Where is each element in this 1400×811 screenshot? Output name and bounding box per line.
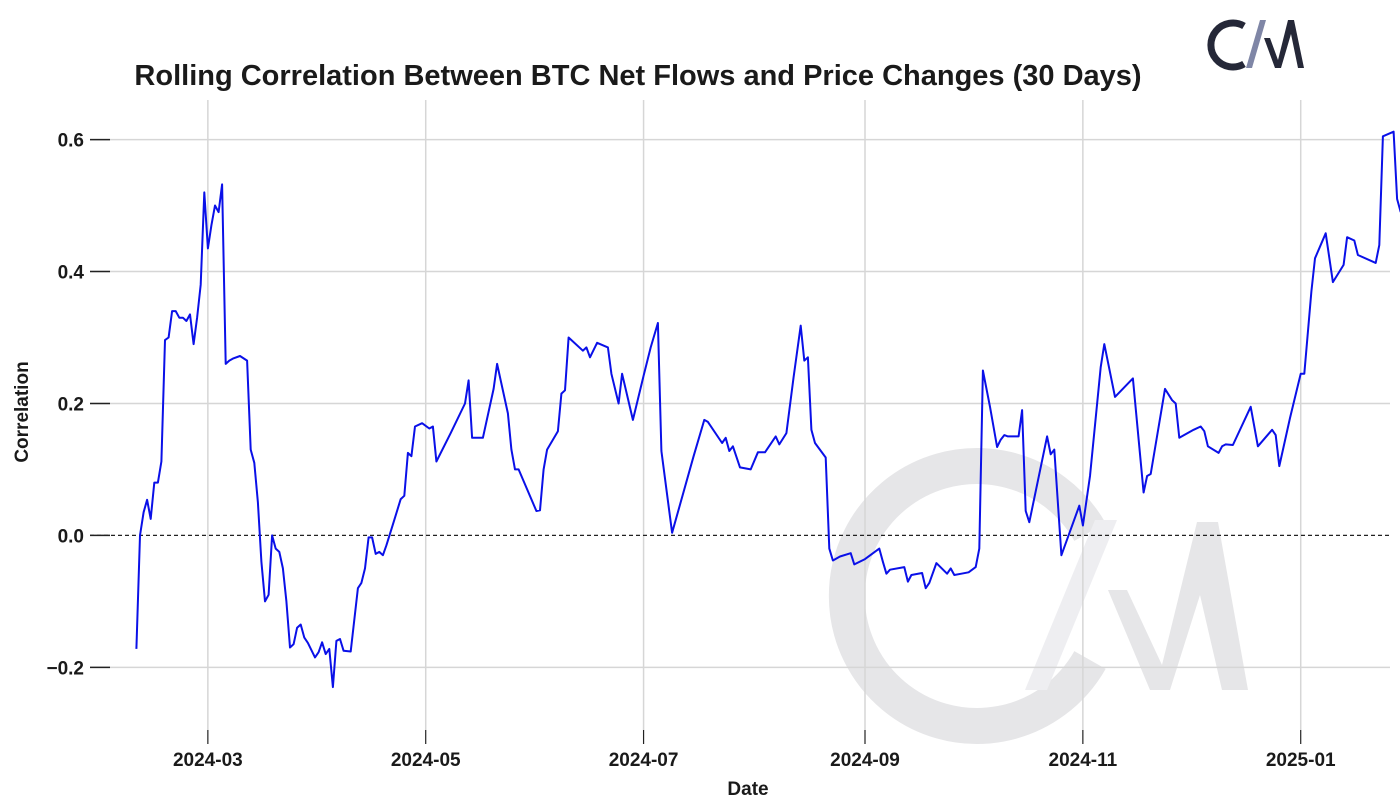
x-tick-label: 2024-03	[173, 750, 243, 771]
y-tick-label: 0.6	[58, 131, 84, 152]
cm-watermark-logo	[828, 448, 1248, 744]
x-tick-label: 2025-01	[1266, 750, 1336, 771]
cm-logo	[1207, 19, 1304, 71]
x-tick-label: 2024-05	[391, 750, 461, 771]
y-tick-label: 0.2	[58, 394, 84, 415]
y-tick-label: 0.4	[58, 263, 85, 284]
watermark-slash-shape	[1025, 520, 1117, 690]
x-tick-label: 2024-07	[609, 750, 679, 771]
y-tick-label: −0.2	[46, 658, 84, 679]
x-axis-label: Date	[727, 779, 768, 800]
grid	[90, 100, 1390, 730]
series-line	[135, 130, 1400, 689]
chart-title: Rolling Correlation Between BTC Net Flow…	[134, 60, 1141, 92]
logo-c-shape	[1207, 19, 1246, 71]
y-tick-label: 0.0	[58, 526, 84, 547]
watermark-c-shape	[828, 448, 1106, 744]
logo-m-shape	[1264, 20, 1304, 68]
x-tick-label: 2024-09	[830, 750, 900, 771]
watermark-m-shape	[1108, 522, 1248, 690]
y-axis: 0.6 0.4 0.2 0.0 −0.2	[46, 131, 110, 679]
series-layer	[135, 130, 1400, 689]
x-tick-label: 2024-11	[1049, 750, 1118, 771]
x-axis: 2024-03 2024-05 2024-07 2024-09 2024-11 2025-…	[173, 730, 1336, 771]
y-axis-label: Correlation	[12, 361, 33, 462]
logo-slash-shape	[1246, 20, 1266, 68]
